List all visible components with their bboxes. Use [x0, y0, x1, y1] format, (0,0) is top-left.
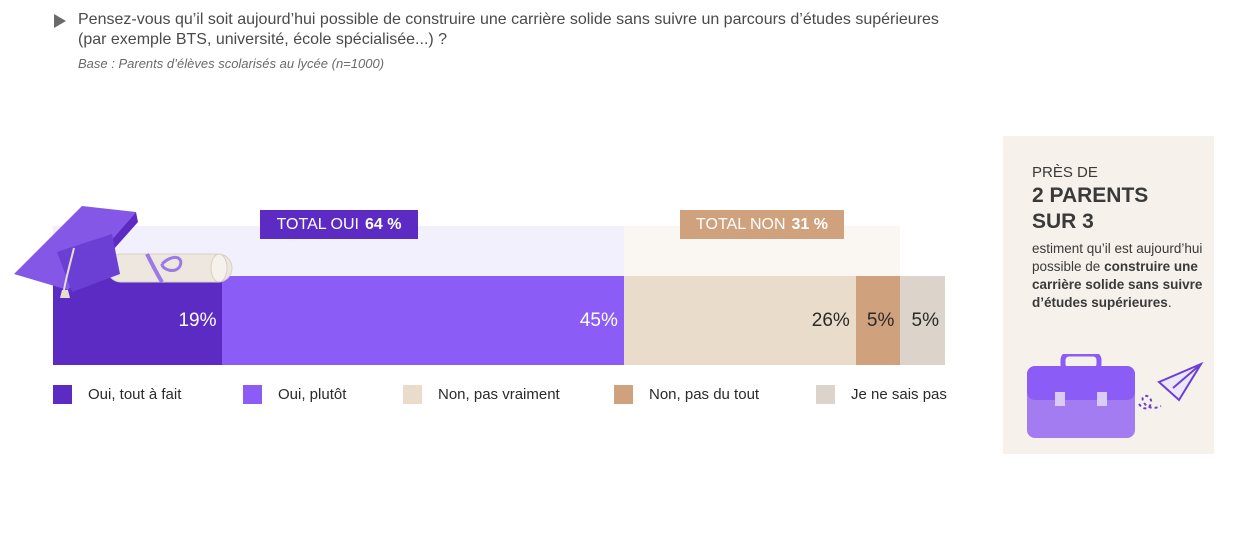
- legend-label-2: Non, pas vraiment: [438, 386, 560, 403]
- legend-item-2: Non, pas vraiment: [403, 385, 560, 404]
- briefcase-icon: [1027, 354, 1204, 438]
- legend-label-4: Je ne sais pas: [851, 386, 947, 403]
- total-box-1: TOTAL NON 31 %: [680, 210, 844, 239]
- card-text-bold: construire une carrière solide sans suiv…: [1032, 259, 1203, 310]
- card-text: estiment qu’il est aujourd’hui possible …: [1032, 240, 1207, 312]
- legend-swatch-4: [816, 385, 835, 404]
- data-label-1: 45%: [579, 310, 618, 331]
- bar-segment-0: [53, 276, 223, 365]
- bar-segment-4: [900, 276, 945, 365]
- question-arrow-icon: [54, 14, 66, 28]
- bar-segment-2: [623, 276, 856, 365]
- data-label-2: 26%: [811, 310, 850, 331]
- data-label-3: 5%: [866, 310, 895, 331]
- total-value-0: 64 %: [364, 215, 402, 233]
- legend-swatch-2: [403, 385, 422, 404]
- total-box-0: TOTAL OUI 64 %: [260, 210, 418, 239]
- total-label-0: TOTAL OUI: [276, 215, 359, 233]
- bar-segment-3: [855, 276, 901, 365]
- total-value-1: 31 %: [791, 215, 828, 233]
- legend-item-1: Oui, plutôt: [243, 385, 346, 404]
- legend-item-4: Je ne sais pas: [816, 385, 947, 404]
- legend-item-3: Non, pas du tout: [614, 385, 759, 404]
- card-text-end: .: [1167, 295, 1172, 310]
- bar-segment-1: [222, 276, 624, 365]
- legend-swatch-1: [243, 385, 262, 404]
- legend-label-0: Oui, tout à fait: [88, 386, 182, 403]
- card-headline-line-2: SUR 3: [1032, 210, 1094, 233]
- card-kicker: PRÈS DE: [1032, 164, 1098, 181]
- legend-swatch-3: [614, 385, 633, 404]
- total-label-1: TOTAL NON: [696, 215, 786, 233]
- question-line-1: Pensez-vous qu’il soit aujourd’hui possi…: [78, 11, 939, 28]
- base-note: Base : Parents d’élèves scolarisés au ly…: [78, 56, 385, 71]
- card-text-plain: estiment qu’il est aujourd’hui possible …: [1032, 241, 1203, 274]
- key-figure-card: PRÈS DE 2 PARENTS SUR 3 estiment qu’il e…: [1003, 136, 1214, 454]
- card-headline: 2 PARENTS SUR 3: [1032, 183, 1148, 235]
- legend-label-3: Non, pas du tout: [649, 386, 760, 403]
- legend-item-0: Oui, tout à fait: [53, 385, 181, 404]
- question-line-2: (par exemple BTS, université, école spéc…: [78, 31, 448, 48]
- data-label-4: 5%: [911, 310, 939, 331]
- legend-swatch-0: [53, 385, 72, 404]
- graduation-cap-icon: [14, 206, 233, 298]
- paper-plane-icon: [1157, 361, 1204, 402]
- legend-label-1: Oui, plutôt: [278, 386, 347, 403]
- card-headline-line-1: 2 PARENTS: [1032, 184, 1149, 207]
- data-label-0: 19%: [178, 310, 217, 331]
